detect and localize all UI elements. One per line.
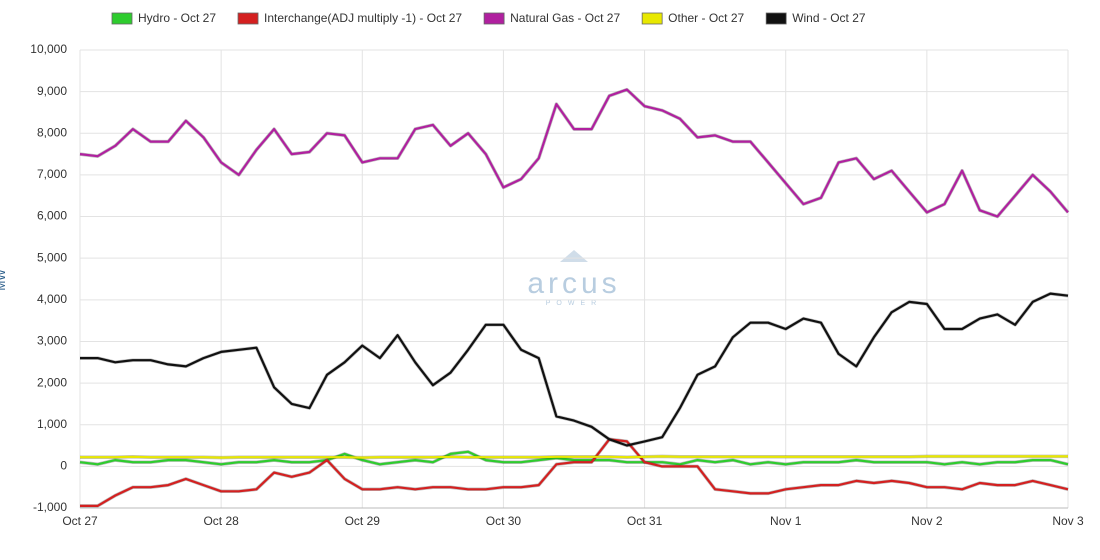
y-tick-label: 7,000: [37, 167, 67, 181]
x-tick-label: Nov 2: [911, 514, 943, 528]
series-line-shadow: [80, 291, 1069, 448]
y-tick-label: 4,000: [37, 292, 67, 306]
series-line: [80, 455, 1068, 459]
series-line: [79, 88, 1069, 218]
x-tick-label: Nov 1: [770, 514, 802, 528]
series-line: [79, 450, 1069, 466]
legend-swatch: [641, 12, 663, 25]
y-tick-label: 10,000: [30, 42, 67, 56]
x-tick-label: Oct 29: [345, 514, 381, 528]
y-tick-label: -1,000: [33, 500, 67, 514]
legend-label: Wind - Oct 27: [792, 11, 866, 25]
legend-label: Interchange(ADJ multiply -1) - Oct 27: [264, 11, 462, 25]
watermark-logo: [560, 250, 588, 262]
legend-label: Other - Oct 27: [668, 11, 744, 25]
x-tick-label: Nov 3: [1052, 514, 1084, 528]
y-tick-label: 5,000: [37, 250, 67, 264]
y-tick-label: 9,000: [37, 84, 67, 98]
y-tick-label: 8,000: [37, 125, 67, 139]
y-tick-label: 6,000: [37, 209, 67, 223]
legend-label: Hydro - Oct 27: [138, 11, 216, 25]
y-tick-label: 3,000: [37, 334, 67, 348]
legend-swatch: [765, 12, 787, 25]
y-axis-label: MW: [0, 269, 8, 291]
legend-swatch: [237, 12, 259, 25]
legend-swatch: [111, 12, 133, 25]
series-line: [80, 438, 1069, 507]
watermark-sub: POWER: [546, 300, 602, 307]
x-tick-label: Oct 30: [486, 514, 522, 528]
y-tick-label: 0: [60, 459, 67, 473]
x-tick-label: Oct 28: [203, 514, 239, 528]
series-line-shadow: [79, 87, 1070, 219]
y-tick-label: 1,000: [37, 417, 67, 431]
x-tick-label: Oct 31: [627, 514, 663, 528]
legend-swatch: [483, 12, 505, 25]
legend-label: Natural Gas - Oct 27: [510, 11, 620, 25]
series-line-shadow: [80, 437, 1069, 508]
y-tick-label: 2,000: [37, 375, 67, 389]
watermark: arcus: [527, 267, 620, 300]
x-tick-label: Oct 27: [62, 514, 98, 528]
series-line: [80, 292, 1069, 447]
